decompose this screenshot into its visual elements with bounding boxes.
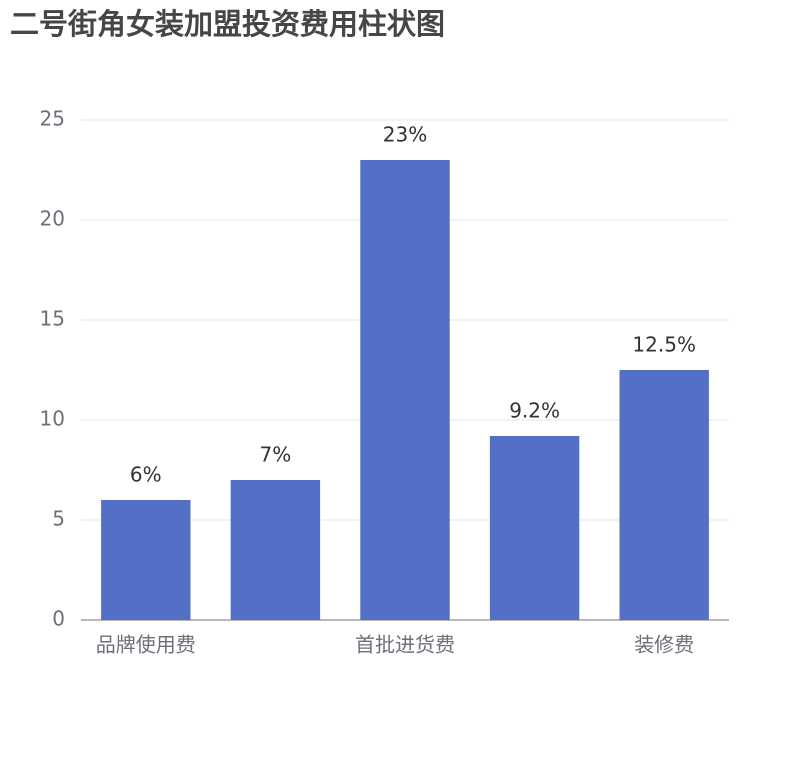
bar: [230, 480, 321, 620]
y-tick-label: 5: [52, 507, 65, 531]
value-label: 7%: [260, 443, 292, 467]
y-tick-label: 20: [40, 207, 65, 231]
value-label: 12.5%: [632, 333, 696, 357]
bar: [360, 160, 450, 620]
bar: [619, 370, 709, 620]
y-tick-label: 15: [40, 307, 65, 331]
x-tick-label: 首批进货费: [355, 633, 455, 657]
value-label: 23%: [383, 123, 427, 147]
bar: [489, 436, 580, 620]
value-label: 6%: [130, 463, 162, 487]
x-tick-label: 品牌使用费: [96, 633, 196, 657]
y-tick-label: 0: [52, 607, 65, 631]
y-tick-label: 25: [40, 107, 65, 131]
x-tick-label: 装修费: [634, 633, 694, 657]
chart-title: 二号街角女装加盟投资费用柱状图: [10, 7, 445, 41]
bar: [101, 500, 191, 620]
y-tick-label: 10: [40, 407, 65, 431]
value-label: 9.2%: [509, 399, 560, 423]
